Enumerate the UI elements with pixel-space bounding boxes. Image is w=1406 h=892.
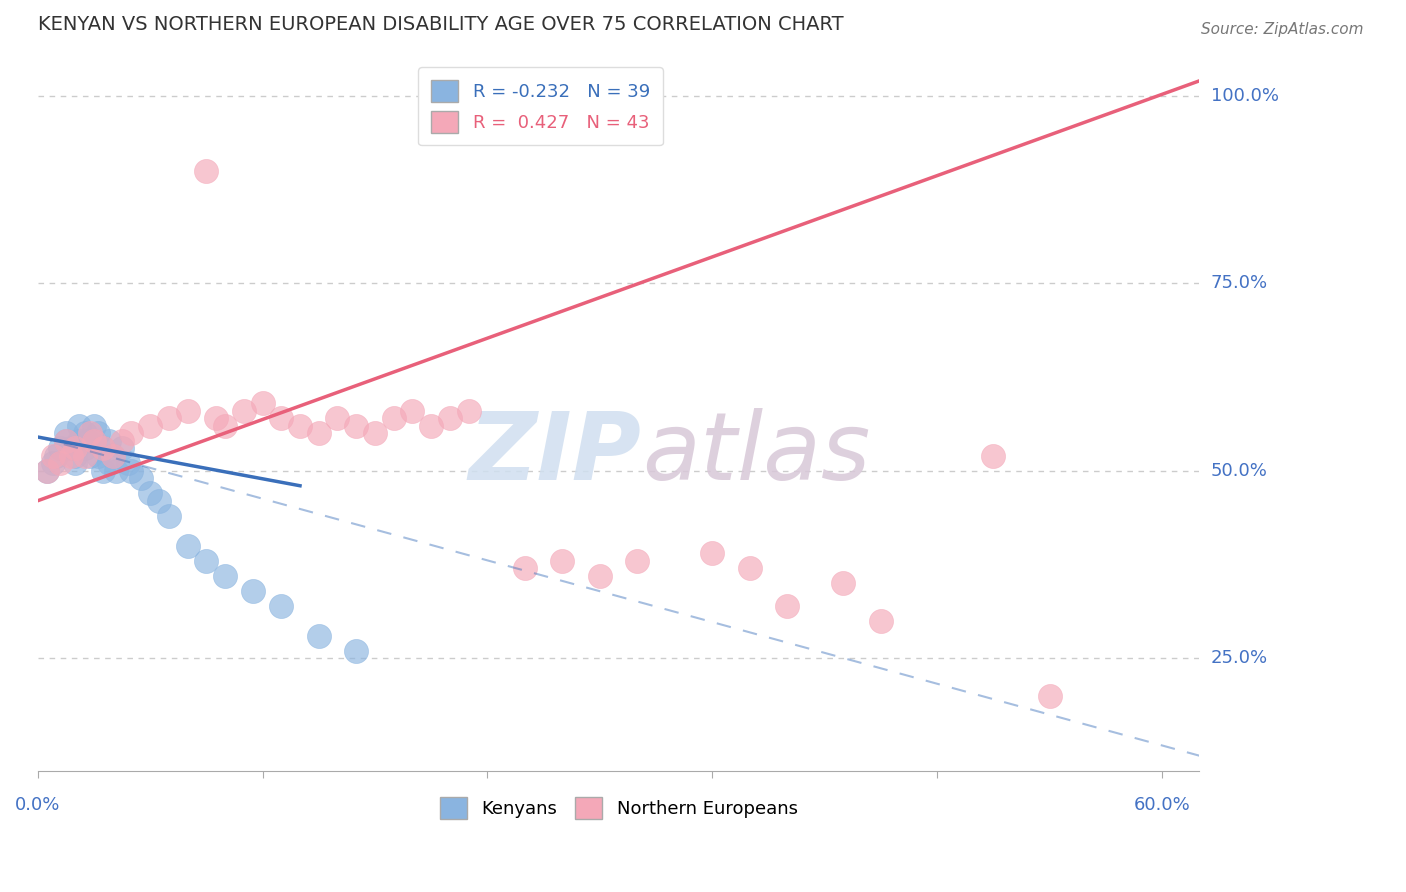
Point — [326, 411, 349, 425]
Point — [55, 434, 77, 448]
Point — [83, 434, 105, 448]
Point — [41, 456, 63, 470]
Point — [308, 629, 330, 643]
Point — [86, 426, 108, 441]
Point — [776, 599, 799, 613]
Point — [981, 449, 1004, 463]
Point — [120, 464, 142, 478]
Point — [204, 411, 226, 425]
Point — [176, 539, 198, 553]
Point — [232, 403, 254, 417]
Point — [589, 568, 612, 582]
Point — [35, 464, 58, 478]
Point — [344, 644, 367, 658]
Point — [139, 418, 162, 433]
Point — [77, 434, 100, 448]
Text: 25.0%: 25.0% — [1211, 649, 1268, 667]
Text: KENYAN VS NORTHERN EUROPEAN DISABILITY AGE OVER 75 CORRELATION CHART: KENYAN VS NORTHERN EUROPEAN DISABILITY A… — [38, 15, 844, 34]
Point — [457, 403, 479, 417]
Point — [252, 396, 274, 410]
Point — [60, 449, 83, 463]
Point — [364, 426, 387, 441]
Point — [439, 411, 461, 425]
Point — [157, 411, 180, 425]
Point — [129, 471, 152, 485]
Point — [832, 576, 855, 591]
Text: atlas: atlas — [641, 409, 870, 500]
Point — [55, 434, 77, 448]
Legend: Kenyans, Northern Europeans: Kenyans, Northern Europeans — [432, 790, 804, 827]
Point — [195, 554, 218, 568]
Point — [91, 464, 114, 478]
Text: 0.0%: 0.0% — [15, 796, 60, 814]
Point — [111, 434, 134, 448]
Point — [35, 464, 58, 478]
Text: 100.0%: 100.0% — [1211, 87, 1278, 105]
Point — [176, 403, 198, 417]
Point — [382, 411, 405, 425]
Point — [105, 464, 128, 478]
Point — [83, 418, 105, 433]
Point — [111, 442, 134, 456]
Point — [73, 426, 96, 441]
Text: 50.0%: 50.0% — [1211, 462, 1267, 480]
Point — [86, 449, 108, 463]
Point — [63, 456, 86, 470]
Point — [97, 456, 120, 470]
Point — [139, 486, 162, 500]
Point — [288, 418, 311, 433]
Point — [738, 561, 761, 575]
Point — [91, 442, 114, 456]
Point — [79, 449, 101, 463]
Text: 60.0%: 60.0% — [1133, 796, 1191, 814]
Point — [702, 546, 724, 560]
Point — [344, 418, 367, 433]
Point — [420, 418, 443, 433]
Point — [242, 583, 264, 598]
Point — [214, 568, 236, 582]
Point — [91, 442, 114, 456]
Point — [73, 449, 96, 463]
Point — [55, 426, 77, 441]
Point — [214, 418, 236, 433]
Point — [49, 442, 72, 456]
Point — [79, 426, 101, 441]
Point — [157, 508, 180, 523]
Point — [101, 449, 124, 463]
Point — [270, 599, 292, 613]
Point — [551, 554, 574, 568]
Point — [1038, 689, 1060, 703]
Point — [45, 449, 67, 463]
Point — [67, 418, 90, 433]
Point — [83, 434, 105, 448]
Point — [308, 426, 330, 441]
Text: ZIP: ZIP — [470, 408, 641, 500]
Point — [97, 434, 120, 448]
Point — [73, 442, 96, 456]
Point — [513, 561, 536, 575]
Point — [49, 456, 72, 470]
Point — [195, 163, 218, 178]
Point — [67, 434, 90, 448]
Point — [41, 449, 63, 463]
Point — [148, 493, 170, 508]
Point — [401, 403, 423, 417]
Point — [117, 456, 139, 470]
Point — [63, 449, 86, 463]
Text: Source: ZipAtlas.com: Source: ZipAtlas.com — [1201, 22, 1364, 37]
Text: 75.0%: 75.0% — [1211, 274, 1268, 293]
Point — [101, 449, 124, 463]
Point — [626, 554, 648, 568]
Point — [870, 614, 893, 628]
Point — [120, 426, 142, 441]
Point — [60, 442, 83, 456]
Point — [270, 411, 292, 425]
Point — [63, 442, 86, 456]
